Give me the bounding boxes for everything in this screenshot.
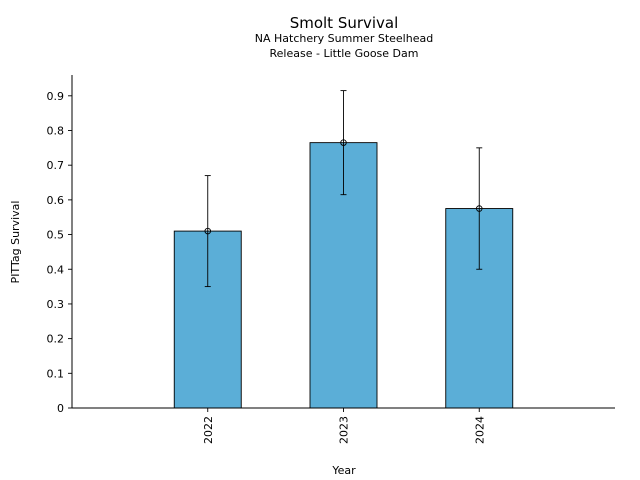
point-2023 <box>340 139 347 146</box>
y-tick-label-3: 0.3 <box>47 298 65 311</box>
y-tick-label-2: 0.2 <box>47 333 65 346</box>
y-tick-label-4: 0.4 <box>47 263 65 276</box>
chart-subtitle-line-1: NA Hatchery Summer Steelhead <box>255 32 433 45</box>
y-tick-label-8: 0.8 <box>47 125 65 138</box>
y-tick-label-9: 0.9 <box>47 90 65 103</box>
point-2022 <box>204 227 211 235</box>
point-2024 <box>476 205 483 212</box>
x-tick-label-2024: 2024 <box>473 416 486 444</box>
x-axis-label: Year <box>331 464 356 477</box>
y-tick-label-0: 0 <box>57 402 64 415</box>
y-tick-label-5: 0.5 <box>47 229 65 242</box>
plot-area: 2022 2023 2024 0 0.1 0.2 0.3 0.4 0.5 0.6 0.7 0.8 0.9 <box>47 75 615 444</box>
y-tick-label-1: 0.1 <box>47 367 65 380</box>
y-tick-label-6: 0.6 <box>47 194 65 207</box>
chart-subtitle-line-2: Release - Little Goose Dam <box>270 47 419 60</box>
chart-title: Smolt Survival <box>290 14 399 32</box>
x-tick-label-2022: 2022 <box>202 416 215 444</box>
y-axis-label: PITTag Survival <box>9 201 22 284</box>
y-tick-label-7: 0.7 <box>47 159 65 172</box>
x-tick-label-2023: 2023 <box>338 416 351 444</box>
